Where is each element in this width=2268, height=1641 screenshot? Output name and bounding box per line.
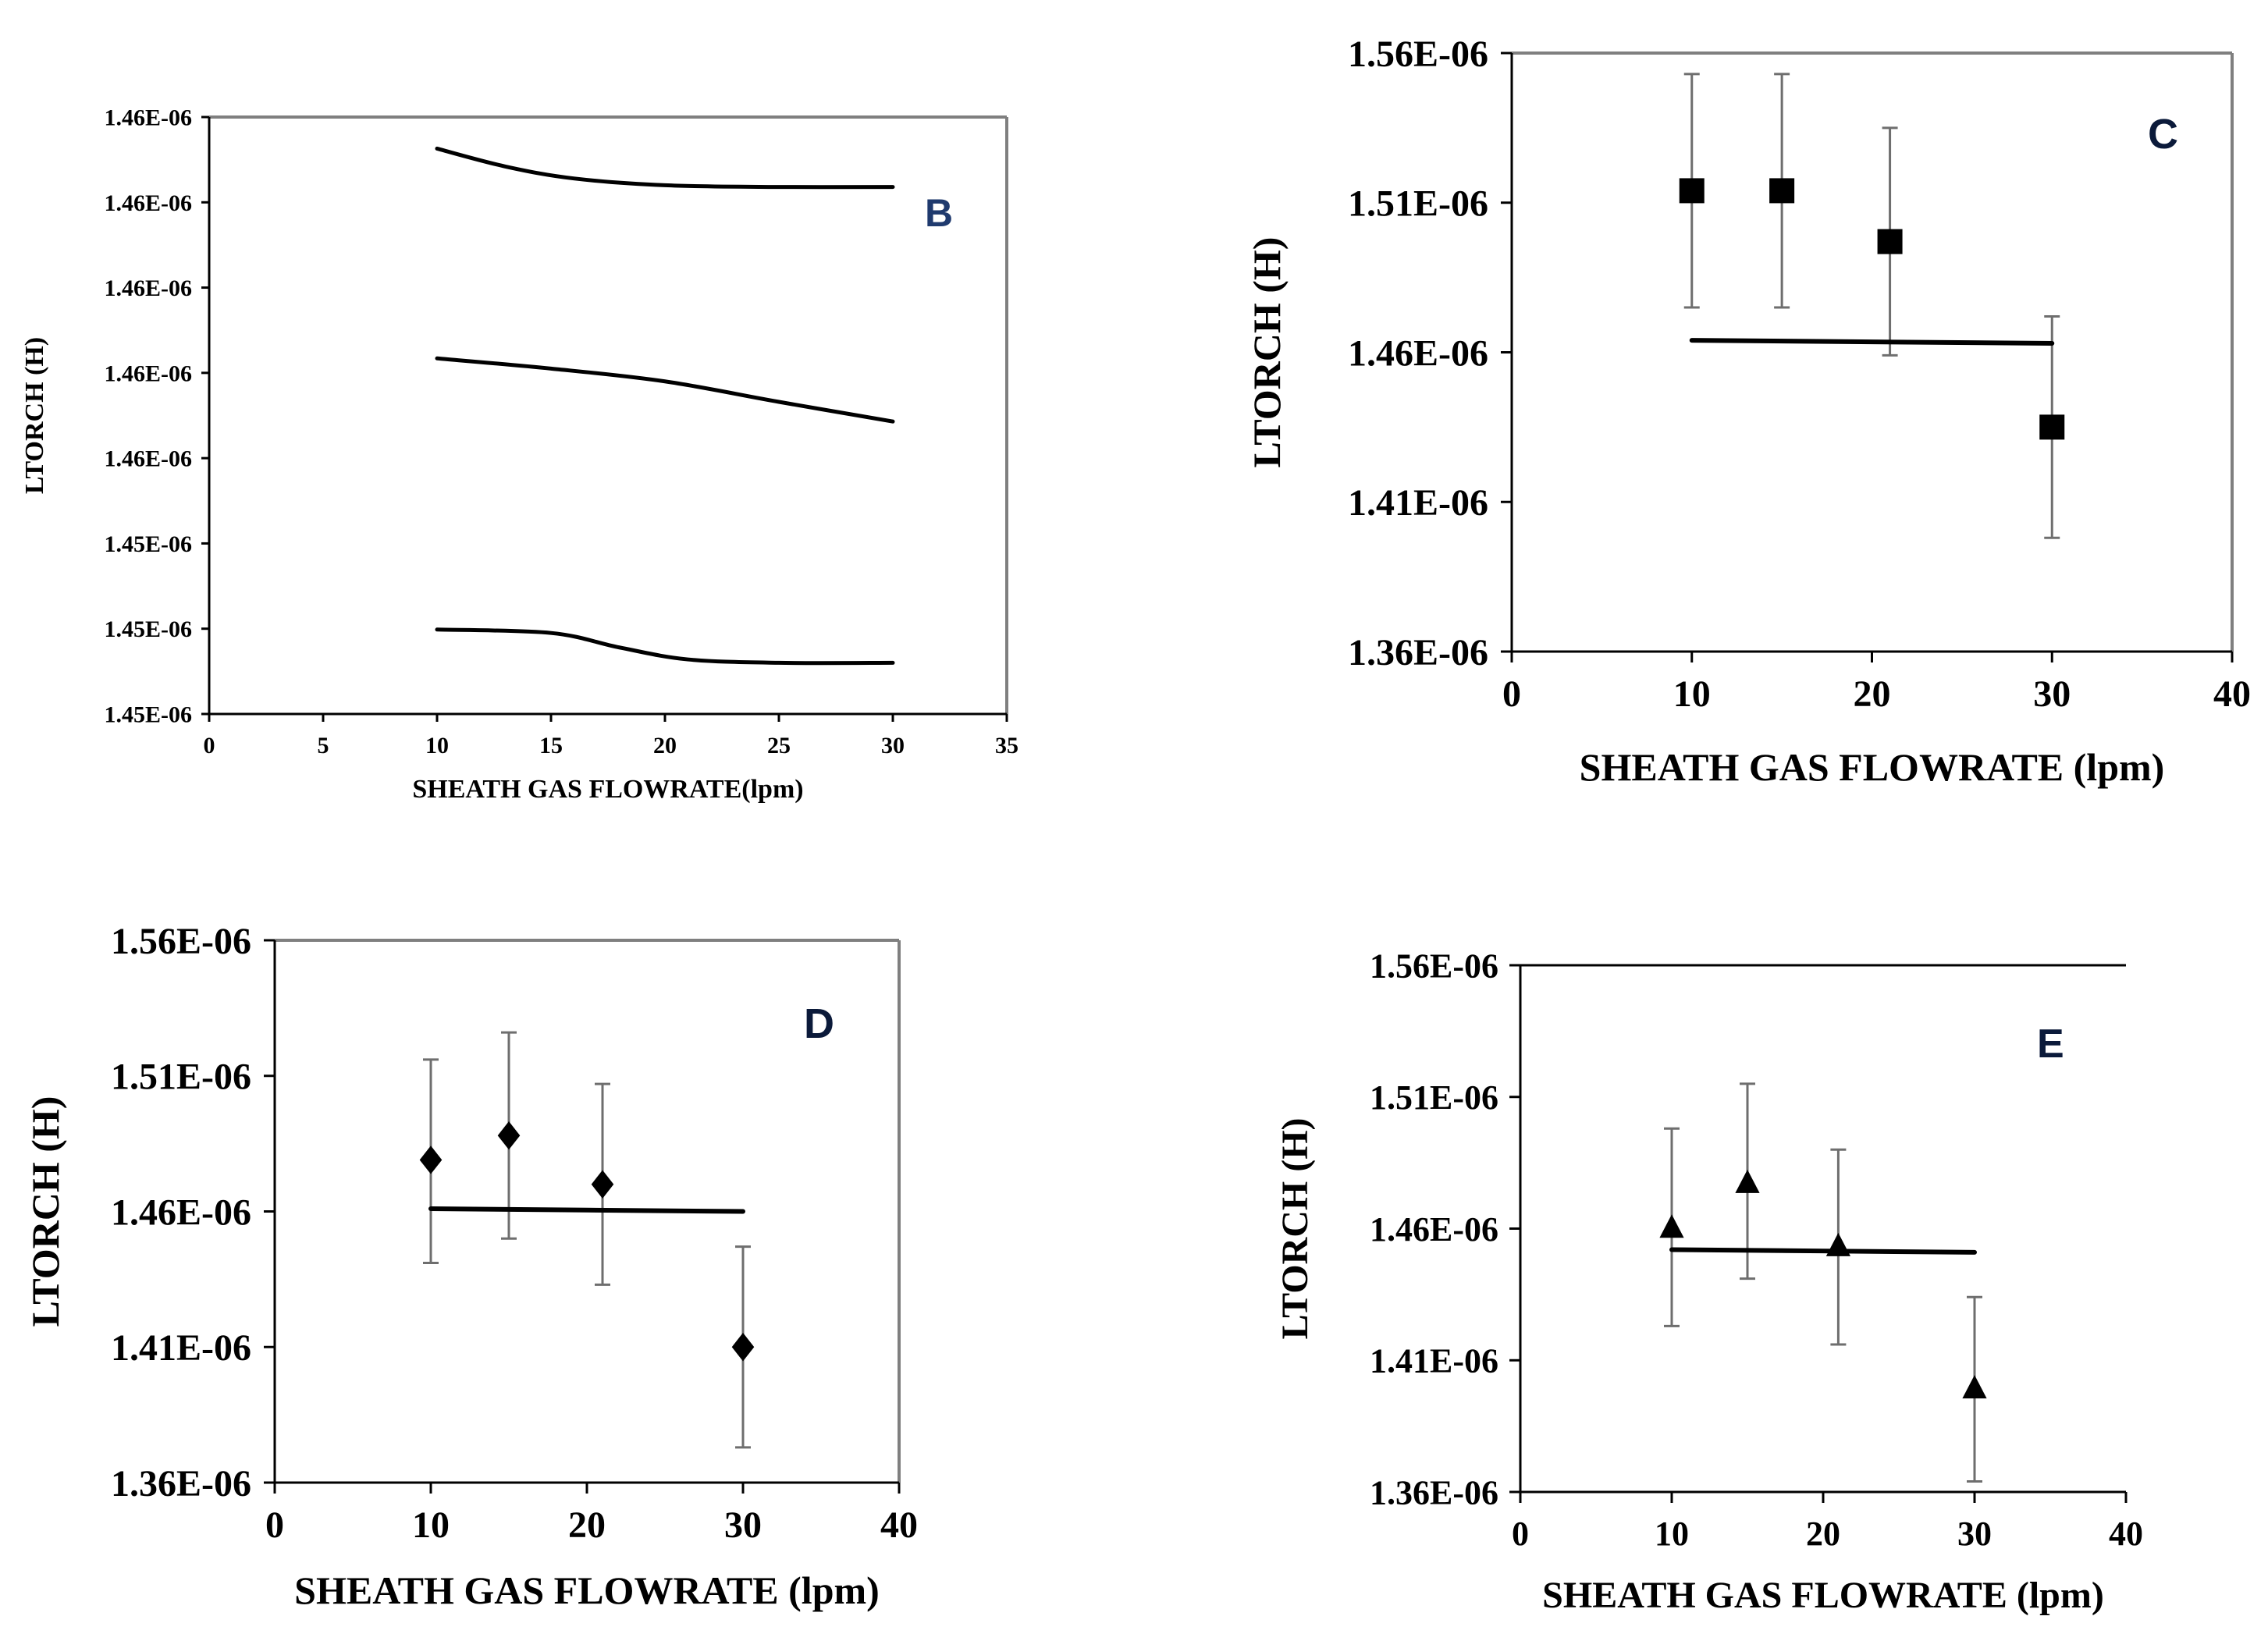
x-tick-label: 10 [425,733,449,758]
series-line-upper [435,146,895,190]
data-point [1679,178,1705,204]
y-tick-label: 1.36E-06 [1370,1473,1498,1511]
y-tick-label: 1.51E-06 [1348,183,1488,225]
chart-panel-e: 1.36E-06 1.41E-06 1.46E-06 1.51E-06 1.56E-06… [1274,947,2143,1616]
y-tick-label: 1.41E-06 [1348,482,1488,524]
data-point [731,1333,755,1362]
y-tick-label: 1.46E-06 [1370,1210,1498,1249]
x-axis-title: SHEATH GAS FLOWRATE (lpm) [294,1568,880,1612]
x-tick-label: 30 [724,1504,762,1546]
y-axis-title: LTORCH (H) [1245,237,1289,468]
y-tick-label: 1.51E-06 [111,1057,251,1098]
chart-panel-d: 1.36E-06 1.41E-06 1.46E-06 1.51E-06 1.56E-06… [23,921,918,1612]
x-tick-label: 40 [2109,1515,2143,1553]
x-tick-label: 5 [318,733,329,758]
y-tick-label: 1.46E-06 [111,1192,251,1233]
data-point [1769,178,1795,204]
y-tick-label: 1.56E-06 [111,921,251,962]
y-tick-label: 1.41E-06 [111,1327,251,1369]
x-tick-label: 40 [880,1504,918,1546]
data-point [1877,229,1903,254]
y-tick-label: 1.46E-06 [105,275,193,301]
data-point [419,1146,443,1174]
series-line-model [1669,1247,1977,1255]
x-tick-label: 35 [995,733,1018,758]
y-tick-label: 1.46E-06 [105,190,193,216]
series-line-lower [435,627,895,666]
x-tick-label: 15 [539,733,563,758]
y-tick-label: 1.51E-06 [1370,1078,1498,1117]
x-tick-label: 10 [1655,1515,1689,1553]
data-point [2039,414,2065,440]
x-axis-title: SHEATH GAS FLOWRATE (lpm) [1542,1575,2104,1616]
panel-label: B [925,191,953,235]
chart-panel-b: 1.46E-06 1.46E-06 1.46E-06 1.46E-06 1.46E-06… [20,105,1018,805]
series-line-model [1689,338,2055,346]
x-tick-label: 0 [1512,1515,1529,1553]
y-tick-label: 1.36E-06 [1348,632,1488,673]
y-tick-label: 1.45E-06 [105,616,193,642]
y-tick-label: 1.46E-06 [105,361,193,386]
x-tick-label: 20 [1806,1515,1840,1553]
series-line-middle [435,356,895,424]
panel-label: D [804,1000,834,1047]
data-point [1962,1375,1987,1399]
series-line-model [428,1206,745,1214]
y-tick-label: 1.56E-06 [1348,34,1488,75]
y-tick-label: 1.46E-06 [105,105,193,131]
data-point [591,1170,614,1199]
chart-panel-c: 1.36E-06 1.41E-06 1.46E-06 1.51E-06 1.56E-06… [1245,34,2251,789]
x-tick-label: 0 [265,1504,284,1546]
x-tick-label: 0 [204,733,215,758]
panel-label: E [2037,1021,2064,1067]
data-point [1735,1169,1760,1193]
x-tick-label: 20 [653,733,677,758]
y-tick-label: 1.45E-06 [105,531,193,557]
x-axis-title: SHEATH GAS FLOWRATE(lpm) [412,775,803,804]
y-tick-label: 1.41E-06 [1370,1342,1498,1380]
y-tick-label: 1.45E-06 [105,702,193,728]
y-tick-label: 1.56E-06 [1370,947,1498,985]
x-tick-label: 20 [1854,673,1891,715]
x-tick-label: 30 [881,733,905,758]
y-axis-title: LTORCH (H) [23,1096,67,1327]
x-tick-label: 30 [2033,673,2071,715]
x-axis-title: SHEATH GAS FLOWRATE (lpm) [1580,745,2165,789]
x-tick-label: 10 [412,1504,450,1546]
y-axis-title: LTORCH (H) [1274,1117,1316,1339]
y-tick-label: 1.36E-06 [111,1463,251,1504]
x-tick-label: 30 [1957,1515,1992,1553]
data-point [1659,1214,1684,1238]
x-tick-label: 10 [1673,673,1711,715]
data-point [497,1121,521,1150]
x-tick-label: 0 [1502,673,1521,715]
x-tick-label: 40 [2213,673,2251,715]
y-tick-label: 1.46E-06 [105,446,193,472]
y-axis-title: LTORCH (H) [20,337,49,494]
panel-label: C [2148,111,2178,158]
x-tick-label: 25 [767,733,791,758]
x-tick-label: 20 [568,1504,606,1546]
y-tick-label: 1.46E-06 [1348,332,1488,374]
